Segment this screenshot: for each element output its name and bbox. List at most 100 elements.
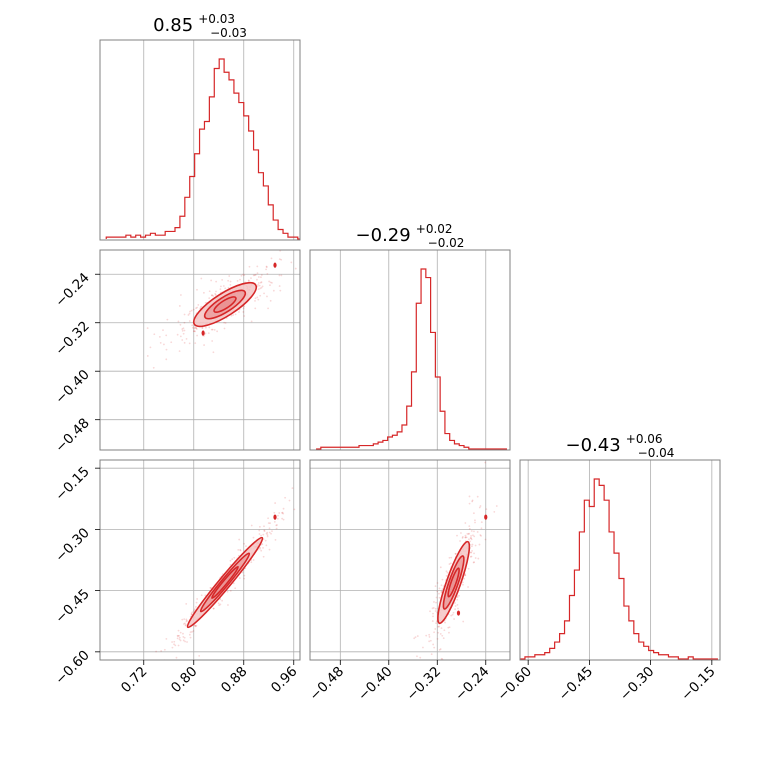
- contour-level: [447, 567, 460, 598]
- sample-point: [197, 304, 200, 306]
- sample-point: [267, 517, 269, 520]
- sample-point: [484, 461, 487, 464]
- sample-point: [262, 547, 264, 549]
- sample-point: [179, 294, 182, 296]
- sample-point: [120, 703, 122, 705]
- sample-point: [196, 598, 199, 600]
- sample-point: [276, 517, 279, 520]
- sample-point: [473, 561, 476, 564]
- histogram: [316, 268, 507, 450]
- sample-point: [278, 274, 281, 277]
- sample-point: [212, 295, 215, 297]
- sample-point: [436, 582, 439, 584]
- sample-point: [190, 613, 193, 616]
- x-tick-label: −0.24: [452, 664, 493, 705]
- sample-point: [473, 535, 476, 538]
- sample-point: [241, 571, 244, 574]
- sample-point: [218, 604, 221, 607]
- sample-point: [250, 320, 253, 323]
- sample-point: [196, 288, 198, 291]
- sample-point: [245, 545, 247, 547]
- sample-point: [436, 590, 439, 593]
- sample-point: [474, 519, 476, 522]
- sample-point: [212, 351, 215, 354]
- sample-point: [428, 640, 431, 643]
- sample-point: [285, 247, 287, 249]
- sample-point: [281, 511, 284, 514]
- sample-point: [153, 675, 155, 677]
- sample-point: [226, 590, 229, 593]
- axis-ticks: 0.72 0.80 0.88 0.96 −0.48 −0.40 −0.32 −0.24 −0.6…: [52, 270, 718, 704]
- sample-point: [257, 298, 260, 301]
- sample-point: [182, 636, 185, 638]
- sample-point: [290, 261, 293, 264]
- x-tick-label: 0.72: [118, 664, 151, 697]
- sample-point: [256, 285, 259, 288]
- sample-point: [194, 625, 197, 628]
- sample-point: [201, 326, 204, 329]
- sample-point: [194, 624, 197, 627]
- sample-point: [211, 294, 213, 297]
- sample-point: [227, 279, 230, 282]
- sample-point: [479, 505, 482, 507]
- sample-point: [224, 287, 227, 290]
- sample-point: [191, 611, 194, 614]
- sample-point: [182, 639, 185, 642]
- sample-point: [469, 551, 472, 554]
- param-0-title: 0.85 +0.03 −0.03: [153, 8, 247, 40]
- sample-point: [193, 608, 196, 611]
- sample-point: [282, 512, 285, 515]
- x-tick-label: −0.30: [617, 664, 658, 705]
- sample-point: [442, 637, 445, 640]
- sample-point: [268, 548, 271, 551]
- sample-point: [227, 286, 230, 289]
- sample-point: [438, 649, 441, 651]
- contour-peak: [456, 610, 461, 616]
- sample-point: [257, 288, 260, 291]
- sample-point: [464, 522, 467, 524]
- sample-point: [280, 274, 283, 277]
- sample-point: [210, 279, 213, 282]
- sample-point: [260, 274, 263, 276]
- sample-point: [431, 607, 434, 610]
- sample-point: [410, 708, 412, 710]
- sample-point: [419, 656, 422, 659]
- sample-point: [163, 648, 166, 651]
- sample-point: [260, 549, 263, 552]
- sample-point: [242, 273, 245, 276]
- contour-level: [211, 565, 239, 599]
- sample-point: [160, 671, 162, 673]
- sample-point: [472, 534, 474, 537]
- sample-point: [222, 285, 225, 287]
- x-tick-label: −0.40: [355, 664, 396, 705]
- sample-point: [457, 607, 459, 610]
- panel-frame: [99, 459, 301, 661]
- sample-point: [165, 334, 168, 337]
- sample-point: [237, 548, 240, 551]
- sample-point: [456, 603, 459, 606]
- sample-point: [461, 581, 464, 584]
- sample-point: [243, 574, 246, 577]
- sample-point: [437, 631, 440, 634]
- sample-point: [238, 538, 241, 541]
- sample-point: [485, 508, 488, 511]
- sample-point: [265, 532, 268, 535]
- histogram-step: [520, 478, 718, 660]
- grid-lines: [310, 460, 510, 660]
- sample-point: [210, 328, 213, 331]
- sample-point: [185, 618, 188, 621]
- sample-point: [462, 583, 464, 586]
- sample-point: [195, 606, 197, 608]
- sample-point: [447, 626, 450, 629]
- sample-point: [263, 530, 266, 532]
- sample-point: [454, 602, 456, 604]
- sample-point: [468, 525, 471, 528]
- sample-point: [262, 555, 265, 558]
- sample-point: [440, 584, 443, 587]
- sample-point: [162, 329, 164, 332]
- panel-frame: [309, 249, 511, 451]
- sample-point: [181, 618, 184, 621]
- sample-point: [280, 258, 283, 261]
- contour-peak: [201, 330, 205, 336]
- sample-point: [181, 339, 184, 341]
